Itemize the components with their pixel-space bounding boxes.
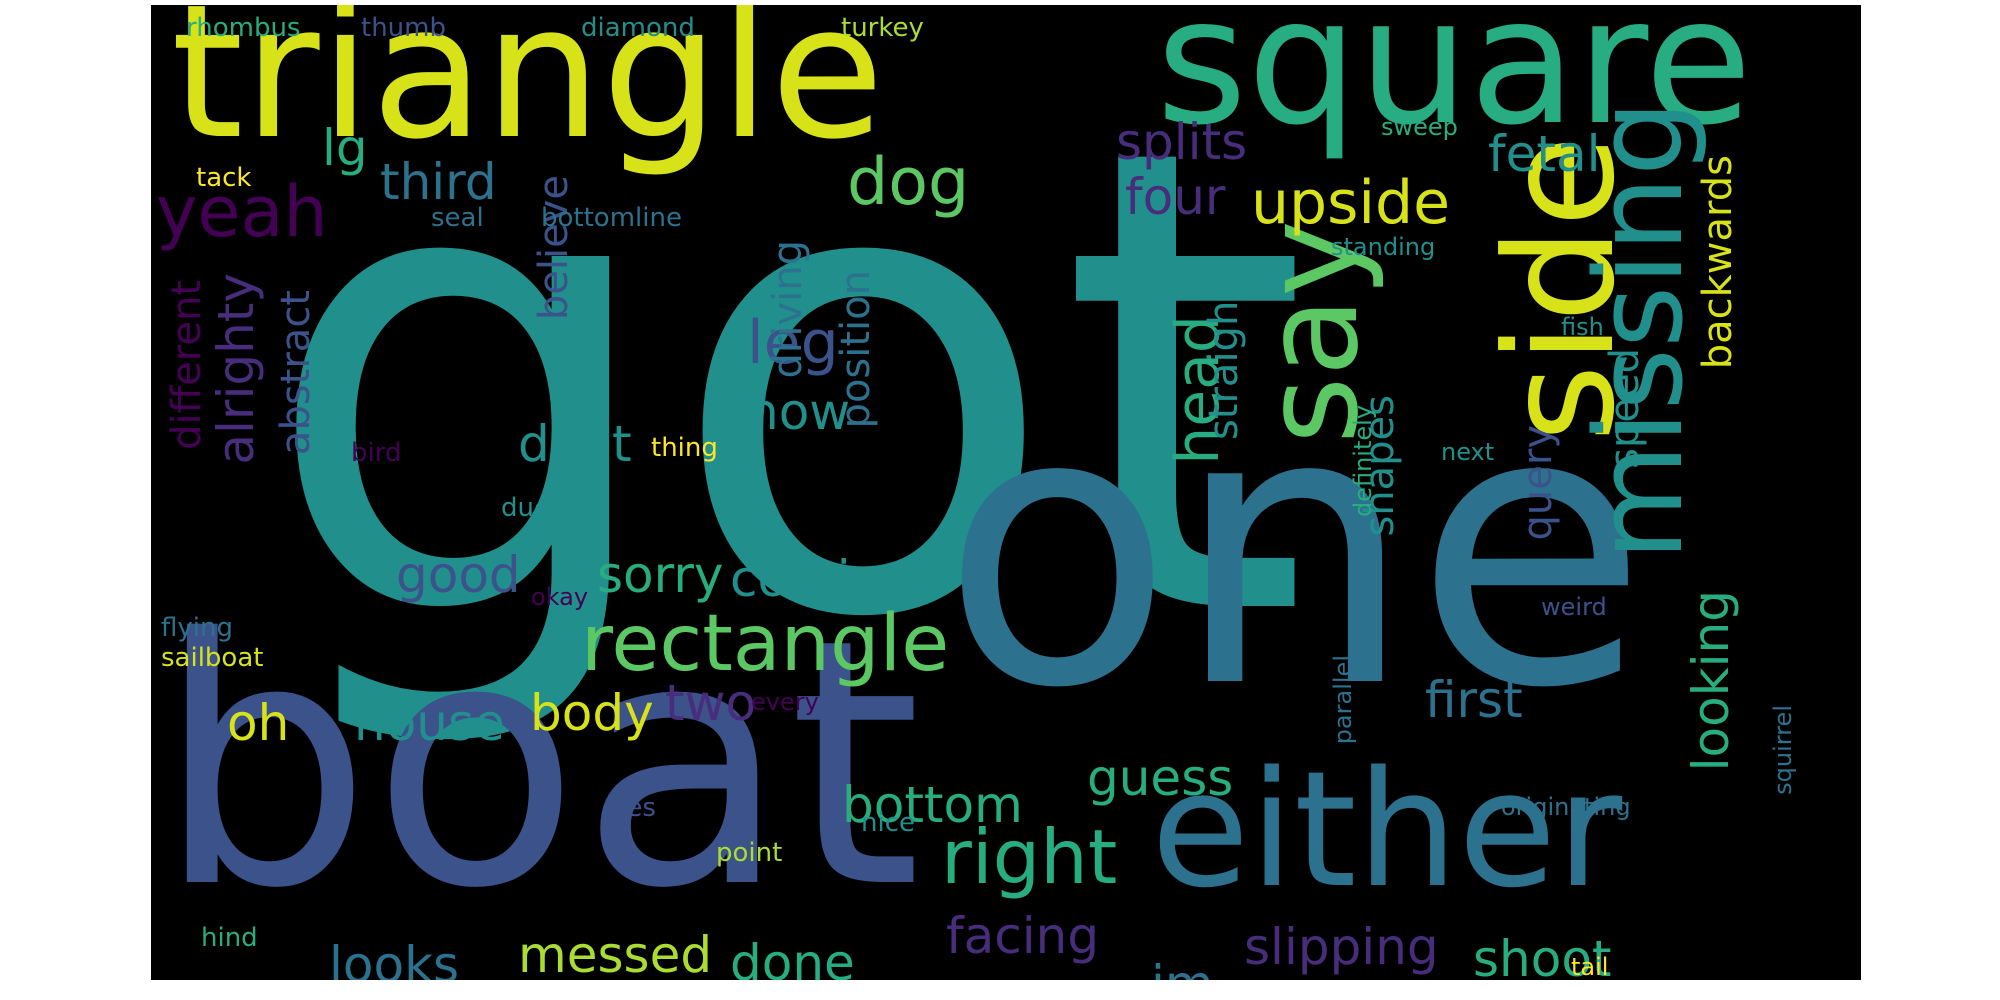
- word-either: either: [1151, 736, 1623, 923]
- word-weird: weird: [1541, 593, 1607, 621]
- word-leg: leg: [747, 308, 839, 378]
- word-fetal: fetal: [1488, 125, 1601, 183]
- word-sorry: sorry: [597, 546, 724, 604]
- word-dont: dont: [518, 415, 632, 473]
- word-four: four: [1125, 168, 1226, 226]
- word-triangle: triangle: [171, 5, 885, 180]
- word-upside: upside: [1251, 168, 1451, 238]
- word-bottom: bottom: [842, 776, 1023, 834]
- word-backwards: backwards: [1695, 155, 1741, 370]
- word-two: two: [665, 674, 757, 732]
- word-done: done: [730, 934, 855, 980]
- word-diamond: diamond: [581, 13, 695, 43]
- word-sweep: sweep: [1381, 113, 1458, 141]
- word-nice: nice: [861, 808, 915, 838]
- word-parallel: parallel: [1329, 655, 1357, 745]
- word-rhombus: rhombus: [186, 13, 301, 43]
- word-definitely: definitely: [1349, 405, 1377, 518]
- word-sailboat: sailboat: [161, 643, 264, 673]
- word-looks: looks: [329, 936, 460, 980]
- word-point: point: [716, 838, 783, 868]
- word-next: next: [1441, 438, 1495, 466]
- word-thumb: thumb: [361, 13, 446, 43]
- word-got: got: [261, 12, 1310, 757]
- word-abstract: abstract: [273, 290, 319, 456]
- word-duck: duck: [501, 493, 564, 523]
- word-turkey: turkey: [841, 13, 924, 43]
- word-seal: seal: [431, 203, 484, 233]
- word-originating: originating: [1501, 793, 1631, 821]
- word-splits: splits: [1116, 113, 1248, 171]
- word-oh: oh: [227, 694, 290, 752]
- word-straight: straight: [1201, 285, 1247, 441]
- word-yes: yes: [611, 793, 656, 823]
- word-hind: hind: [201, 923, 258, 953]
- word-lg: lg: [322, 119, 368, 177]
- word-bottomline: bottomline: [541, 203, 682, 233]
- word-one: one: [941, 328, 1649, 771]
- word-good: good: [396, 546, 521, 604]
- word-im: im: [1151, 959, 1214, 980]
- word-standing: standing: [1331, 233, 1436, 261]
- word-facing: facing: [946, 907, 1100, 965]
- word-alrighty: alrighty: [207, 273, 265, 465]
- word-yeah: yeah: [156, 171, 328, 253]
- word-okay: okay: [531, 583, 589, 611]
- word-tail: tail: [1571, 953, 1609, 980]
- word-square: square: [1156, 5, 1753, 164]
- word-different: different: [164, 280, 210, 450]
- word-position: position: [833, 270, 879, 429]
- word-body: body: [530, 684, 654, 742]
- word-query: query: [1515, 425, 1561, 541]
- word-guess: guess: [1087, 749, 1234, 807]
- word-boat: boat: [156, 567, 922, 963]
- word-driving: driving: [765, 240, 811, 379]
- word-thing: thing: [651, 433, 718, 463]
- word-tack: tack: [196, 163, 252, 193]
- word-now: now: [747, 383, 851, 441]
- word-cloud: got one boat triangle square either side missin…: [151, 5, 1861, 980]
- word-right: right: [941, 813, 1118, 901]
- word-third: third: [380, 153, 497, 211]
- word-first: first: [1425, 671, 1523, 729]
- word-coming: coming: [730, 550, 915, 608]
- word-fish: fish: [1561, 313, 1604, 341]
- word-shoot: shoot: [1473, 930, 1612, 980]
- word-bird: bird: [351, 438, 402, 468]
- word-flying: flying: [161, 613, 233, 643]
- word-messed: messed: [518, 926, 713, 980]
- word-looking: looking: [1682, 590, 1740, 772]
- word-believe: believe: [531, 175, 577, 321]
- word-rectangle: rectangle: [581, 599, 950, 689]
- word-slipping: slipping: [1244, 918, 1439, 976]
- word-house: house: [354, 694, 505, 752]
- word-every: every: [751, 688, 819, 716]
- word-speed: speed: [1602, 348, 1648, 469]
- word-squirrel: squirrel: [1769, 705, 1797, 795]
- word-dog: dog: [847, 145, 970, 220]
